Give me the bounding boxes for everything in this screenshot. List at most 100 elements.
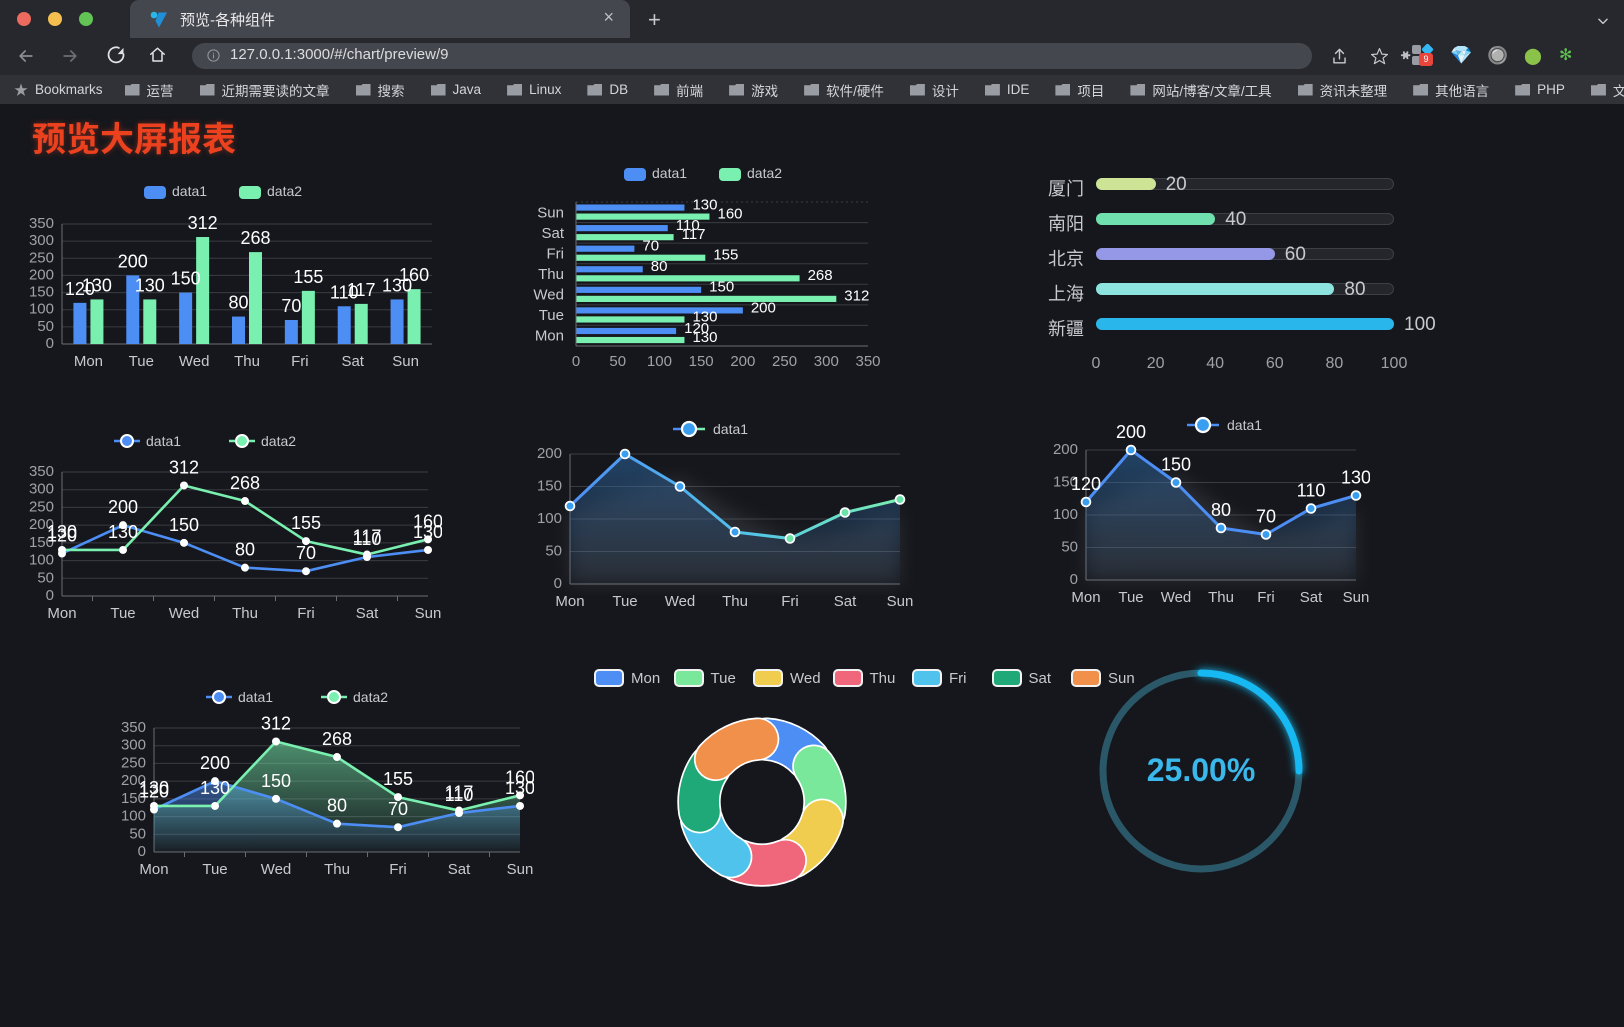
svg-text:Sun: Sun (1343, 589, 1370, 606)
svg-text:Mon: Mon (47, 605, 76, 622)
svg-text:Fri: Fri (1257, 589, 1275, 606)
svg-text:312: 312 (169, 457, 199, 477)
svg-text:data1: data1 (172, 183, 207, 199)
svg-text:155: 155 (291, 513, 321, 533)
svg-text:data2: data2 (353, 689, 388, 705)
svg-text:data2: data2 (261, 433, 296, 449)
svg-text:130: 130 (139, 778, 169, 798)
svg-text:0: 0 (46, 587, 54, 604)
svg-text:Sun: Sun (392, 353, 419, 370)
svg-text:Fri: Fri (291, 353, 309, 370)
svg-text:50: 50 (129, 825, 146, 842)
svg-text:Thu: Thu (324, 861, 350, 878)
svg-text:160: 160 (717, 205, 742, 222)
svg-text:130: 130 (1341, 468, 1370, 488)
svg-text:80: 80 (235, 540, 255, 560)
svg-text:150: 150 (171, 269, 201, 289)
svg-text:70: 70 (388, 799, 408, 819)
svg-text:50: 50 (609, 353, 626, 370)
svg-text:Tue: Tue (202, 861, 227, 878)
svg-text:150: 150 (1161, 455, 1191, 475)
svg-text:350: 350 (29, 463, 54, 480)
svg-text:Tue: Tue (110, 605, 135, 622)
svg-text:Sat: Sat (541, 225, 564, 242)
svg-text:Sat: Sat (356, 605, 379, 622)
svg-text:250: 250 (121, 754, 146, 771)
svg-text:130: 130 (47, 522, 77, 542)
svg-text:300: 300 (814, 353, 839, 370)
svg-text:268: 268 (322, 729, 352, 749)
svg-text:50: 50 (545, 543, 562, 560)
svg-text:110: 110 (1297, 481, 1326, 501)
svg-text:data2: data2 (747, 165, 782, 181)
svg-text:80: 80 (1211, 500, 1231, 520)
svg-text:268: 268 (230, 473, 260, 493)
svg-text:Wed: Wed (179, 353, 210, 370)
svg-text:50: 50 (1061, 539, 1078, 556)
svg-text:Thu: Thu (232, 605, 258, 622)
svg-text:Sun: Sun (507, 861, 534, 878)
svg-text:100: 100 (29, 552, 54, 569)
svg-text:200: 200 (1116, 422, 1146, 442)
svg-text:80: 80 (327, 796, 347, 816)
svg-text:300: 300 (121, 737, 146, 754)
svg-text:Tue: Tue (612, 593, 637, 610)
svg-text:Sat: Sat (1300, 589, 1323, 606)
svg-text:Fri: Fri (781, 593, 799, 610)
svg-text:50: 50 (37, 569, 54, 586)
svg-text:Sun: Sun (415, 605, 442, 622)
svg-text:155: 155 (383, 769, 413, 789)
svg-text:350: 350 (855, 353, 880, 370)
svg-text:Wed: Wed (261, 861, 292, 878)
svg-text:150: 150 (709, 279, 734, 296)
svg-text:117: 117 (445, 783, 474, 803)
svg-text:data1: data1 (652, 165, 687, 181)
svg-text:250: 250 (772, 353, 797, 370)
svg-text:150: 150 (537, 478, 562, 495)
svg-text:0: 0 (554, 575, 562, 592)
svg-text:Sat: Sat (834, 593, 857, 610)
svg-text:70: 70 (642, 238, 659, 255)
svg-text:Thu: Thu (234, 353, 260, 370)
svg-text:Sat: Sat (448, 861, 471, 878)
svg-text:100: 100 (121, 808, 146, 825)
svg-text:Thu: Thu (1208, 589, 1234, 606)
svg-text:130: 130 (692, 329, 717, 346)
svg-text:155: 155 (293, 267, 323, 287)
svg-text:Mon: Mon (139, 861, 168, 878)
svg-text:50: 50 (37, 318, 54, 335)
svg-text:160: 160 (399, 265, 429, 285)
svg-text:0: 0 (46, 335, 54, 352)
svg-text:Tue: Tue (539, 307, 564, 324)
svg-text:100: 100 (647, 353, 672, 370)
svg-text:130: 130 (108, 522, 138, 542)
svg-text:150: 150 (261, 771, 291, 791)
svg-text:data2: data2 (267, 183, 302, 199)
svg-text:350: 350 (29, 215, 54, 232)
svg-text:Mon: Mon (1071, 589, 1100, 606)
svg-text:Thu: Thu (538, 266, 564, 283)
svg-text:200: 200 (118, 251, 148, 271)
svg-text:Mon: Mon (74, 353, 103, 370)
svg-text:0: 0 (572, 353, 580, 370)
svg-text:312: 312 (844, 288, 869, 305)
svg-text:200: 200 (730, 353, 755, 370)
svg-text:155: 155 (713, 247, 738, 264)
svg-text:130: 130 (135, 275, 165, 295)
svg-text:200: 200 (537, 445, 562, 462)
svg-text:Sun: Sun (537, 204, 564, 221)
svg-text:350: 350 (121, 719, 146, 736)
svg-text:0: 0 (1070, 571, 1078, 588)
svg-text:312: 312 (188, 213, 218, 233)
svg-text:200: 200 (1053, 441, 1078, 458)
svg-text:120: 120 (1071, 474, 1101, 494)
svg-text:70: 70 (281, 296, 301, 316)
svg-text:Wed: Wed (533, 287, 564, 304)
svg-text:160: 160 (505, 767, 534, 787)
svg-text:268: 268 (808, 267, 833, 284)
svg-text:130: 130 (692, 196, 717, 213)
svg-text:Wed: Wed (1161, 589, 1192, 606)
svg-text:Tue: Tue (129, 353, 154, 370)
svg-text:70: 70 (1256, 507, 1276, 527)
svg-text:150: 150 (29, 284, 54, 301)
